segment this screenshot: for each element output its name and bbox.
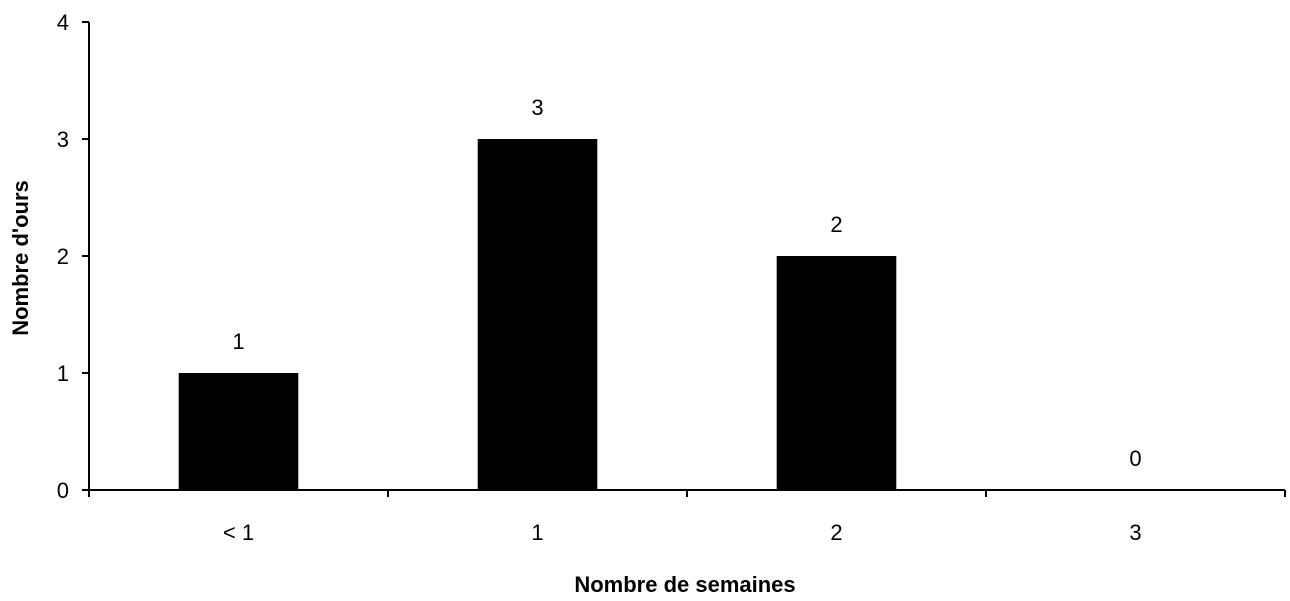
y-tick-label: 1 bbox=[57, 361, 69, 386]
data-labels-group: 1 3 2 0 bbox=[232, 95, 1141, 471]
x-tick-label: < 1 bbox=[223, 520, 254, 545]
x-tick-label: 1 bbox=[531, 520, 543, 545]
bar bbox=[477, 139, 598, 490]
y-tick-label: 2 bbox=[57, 244, 69, 269]
x-ticks-group: < 1 1 2 3 bbox=[88, 490, 1286, 545]
y-tick-label: 0 bbox=[57, 478, 69, 503]
bar bbox=[776, 256, 897, 490]
bar-value-label: 3 bbox=[531, 95, 543, 120]
x-axis-title: Nombre de semaines bbox=[574, 572, 795, 597]
y-tick-label: 4 bbox=[57, 10, 69, 35]
bar bbox=[178, 373, 299, 490]
x-tick-label: 3 bbox=[1129, 520, 1141, 545]
y-ticks-group: 0 1 2 3 4 bbox=[57, 10, 89, 503]
bar-value-label: 2 bbox=[830, 212, 842, 237]
bar-value-label: 1 bbox=[232, 329, 244, 354]
bar-value-label: 0 bbox=[1129, 446, 1141, 471]
x-tick-label: 2 bbox=[830, 520, 842, 545]
y-tick-label: 3 bbox=[57, 127, 69, 152]
y-axis-title: Nombre d'ours bbox=[8, 180, 33, 336]
bars-group bbox=[178, 139, 897, 490]
